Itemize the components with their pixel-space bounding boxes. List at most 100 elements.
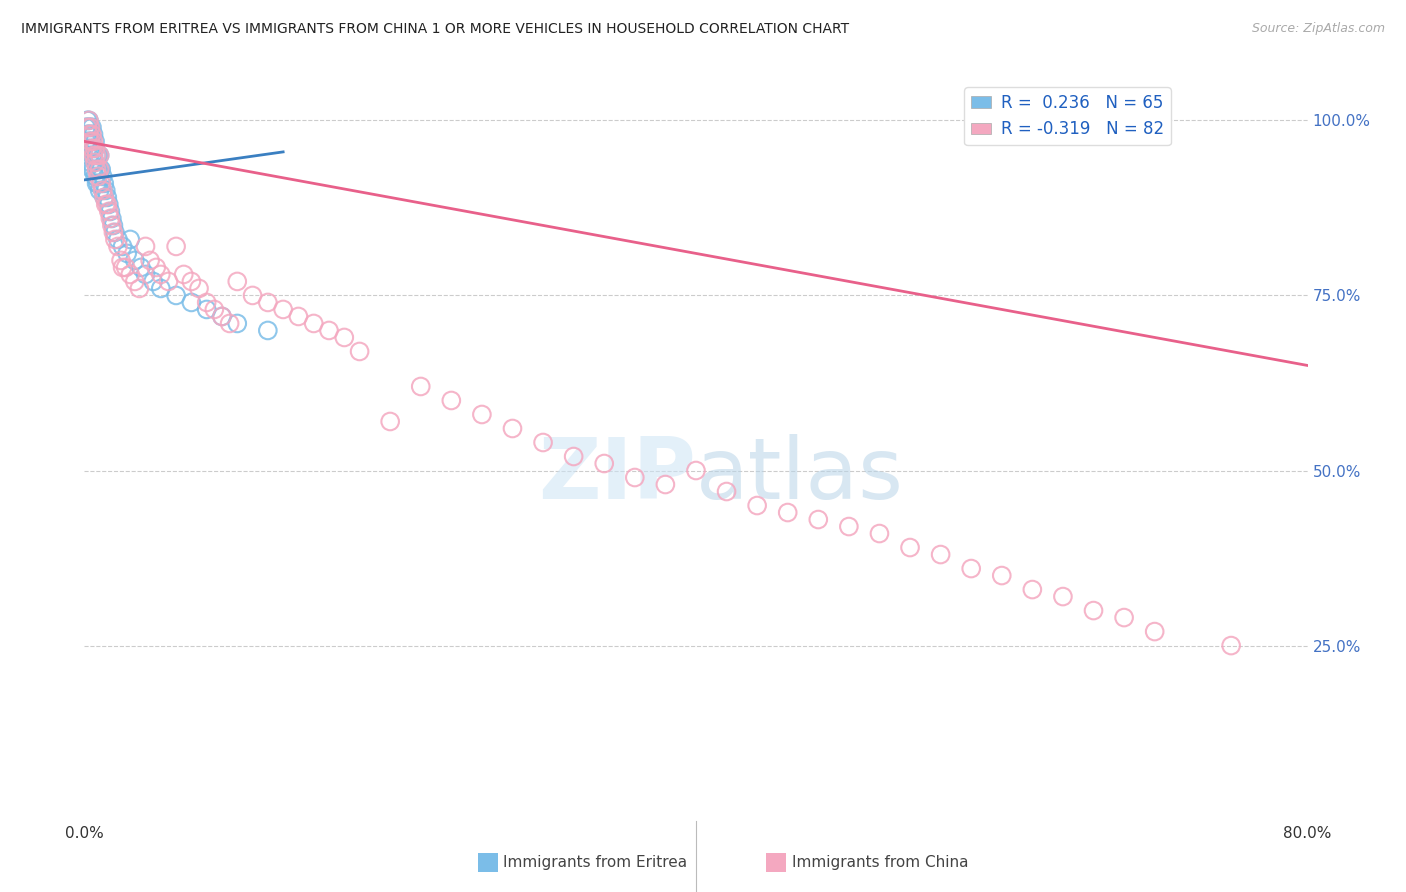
Point xyxy=(333,330,356,344)
Point xyxy=(97,197,120,211)
Point xyxy=(157,275,180,289)
Point xyxy=(93,190,115,204)
Point xyxy=(86,162,108,177)
Point xyxy=(142,275,165,289)
Point xyxy=(211,310,233,324)
Point xyxy=(77,120,100,135)
Point xyxy=(87,177,110,191)
Point xyxy=(120,268,142,282)
Point xyxy=(84,155,107,169)
Point xyxy=(226,317,249,331)
Point xyxy=(1143,624,1166,639)
Point xyxy=(242,288,264,302)
Point xyxy=(145,260,167,275)
Point xyxy=(98,204,121,219)
Point xyxy=(1021,582,1043,597)
Point xyxy=(91,183,114,197)
Point xyxy=(135,239,157,253)
Point xyxy=(960,561,983,575)
Point xyxy=(87,148,110,162)
Point xyxy=(202,302,225,317)
Point xyxy=(991,568,1014,582)
Point xyxy=(226,275,249,289)
Point xyxy=(531,435,554,450)
Point xyxy=(180,275,202,289)
Point xyxy=(83,135,105,149)
Point xyxy=(84,141,107,155)
Point xyxy=(165,288,187,302)
Point xyxy=(87,162,110,177)
Point xyxy=(120,232,142,246)
Point xyxy=(84,169,107,184)
Point xyxy=(80,141,103,155)
Point xyxy=(80,120,103,135)
Point xyxy=(114,260,136,275)
Point xyxy=(90,177,112,191)
Point xyxy=(776,506,799,520)
Point xyxy=(115,246,138,260)
Point xyxy=(91,169,114,184)
Point xyxy=(271,302,294,317)
Point xyxy=(98,211,121,226)
Point xyxy=(79,128,101,142)
Text: IMMIGRANTS FROM ERITREA VS IMMIGRANTS FROM CHINA 1 OR MORE VEHICLES IN HOUSEHOLD: IMMIGRANTS FROM ERITREA VS IMMIGRANTS FR… xyxy=(21,22,849,37)
Point xyxy=(80,148,103,162)
Point xyxy=(83,148,105,162)
Point xyxy=(77,128,100,142)
Point xyxy=(139,253,162,268)
Point xyxy=(75,135,97,149)
Point xyxy=(1052,590,1074,604)
Point xyxy=(562,450,585,464)
Point xyxy=(86,148,108,162)
Point xyxy=(79,141,101,155)
Point xyxy=(502,421,524,435)
Point xyxy=(104,226,127,240)
Point xyxy=(77,113,100,128)
Point xyxy=(302,317,325,331)
Point xyxy=(83,128,105,142)
Point xyxy=(257,295,280,310)
Point xyxy=(77,113,100,128)
Point xyxy=(76,128,98,142)
Point xyxy=(257,323,280,337)
Point xyxy=(90,162,112,177)
Text: Immigrants from Eritrea: Immigrants from Eritrea xyxy=(503,855,688,870)
Point xyxy=(211,310,233,324)
Point xyxy=(104,232,127,246)
Point xyxy=(111,260,134,275)
Text: Immigrants from China: Immigrants from China xyxy=(792,855,969,870)
Point xyxy=(84,155,107,169)
Point xyxy=(807,512,830,526)
Point xyxy=(195,302,218,317)
Point xyxy=(218,317,240,331)
Point xyxy=(91,183,114,197)
Point xyxy=(107,239,129,253)
Point xyxy=(654,477,676,491)
Point xyxy=(86,148,108,162)
Point xyxy=(84,141,107,155)
Point xyxy=(124,253,146,268)
Text: atlas: atlas xyxy=(696,434,904,517)
Point xyxy=(110,253,132,268)
Point xyxy=(593,457,616,471)
Point xyxy=(96,197,118,211)
Point xyxy=(79,135,101,149)
Point xyxy=(318,323,340,337)
Point xyxy=(838,519,860,533)
Point xyxy=(165,239,187,253)
Point xyxy=(79,155,101,169)
Point xyxy=(685,463,707,477)
Point xyxy=(103,226,125,240)
Point xyxy=(94,197,117,211)
Legend: R =  0.236   N = 65, R = -0.319   N = 82: R = 0.236 N = 65, R = -0.319 N = 82 xyxy=(965,87,1171,145)
Point xyxy=(89,183,111,197)
Point xyxy=(80,128,103,142)
Point xyxy=(898,541,921,555)
Point xyxy=(129,260,152,275)
Point xyxy=(86,162,108,177)
Point xyxy=(77,128,100,142)
Point xyxy=(79,120,101,135)
Point xyxy=(76,120,98,135)
Point xyxy=(87,169,110,184)
Point xyxy=(287,310,309,324)
